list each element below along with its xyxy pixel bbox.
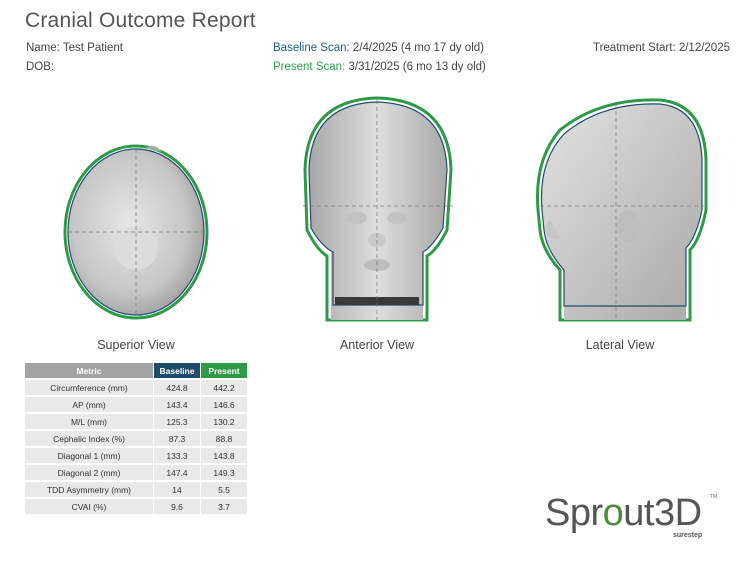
baseline-column-header: Baseline xyxy=(154,363,200,378)
logo-wordmark: Sprout3D xyxy=(545,492,702,535)
present-cell: 3.7 xyxy=(201,499,247,514)
baseline-cell: 87.3 xyxy=(154,431,200,446)
baseline-cell: 143.4 xyxy=(154,397,200,412)
table-row: Diagonal 2 (mm) 147.4 149.3 xyxy=(25,465,247,480)
baseline-cell: 125.3 xyxy=(154,414,200,429)
baseline-cell: 133.3 xyxy=(154,448,200,463)
logo-subtitle: surestep xyxy=(673,532,703,539)
anterior-view-image xyxy=(277,90,477,330)
lateral-view-image xyxy=(520,90,720,330)
baseline-scan-label: Baseline Scan: xyxy=(273,42,350,54)
metric-cell: M/L (mm) xyxy=(25,414,153,429)
present-cell: 88.8 xyxy=(201,431,247,446)
logo-sprout-letter: o xyxy=(602,492,624,534)
metric-cell: Circumference (mm) xyxy=(25,380,153,395)
dob-label: DOB: xyxy=(26,61,55,73)
table-row: AP (mm) 143.4 146.6 xyxy=(25,397,247,412)
metric-cell: TDD Asymmetry (mm) xyxy=(25,482,153,497)
metric-cell: AP (mm) xyxy=(25,397,153,412)
metric-column-header: Metric xyxy=(25,363,153,378)
baseline-scan-value: 2/4/2025 (4 mo 17 dy old) xyxy=(352,42,484,54)
table-row: M/L (mm) 125.3 130.2 xyxy=(25,414,247,429)
metric-cell: Diagonal 2 (mm) xyxy=(25,465,153,480)
logo-trademark: TM xyxy=(710,494,718,500)
present-column-header: Present xyxy=(201,363,247,378)
lateral-view-label: Lateral View xyxy=(585,338,655,352)
metrics-table: Metric Baseline Present Circumference (m… xyxy=(24,361,248,516)
present-cell: 442.2 xyxy=(201,380,247,395)
table-row: Cephalic Index (%) 87.3 88.8 xyxy=(25,431,247,446)
metric-cell: CVAI (%) xyxy=(25,499,153,514)
patient-name: Name: Test Patient xyxy=(26,42,123,54)
present-cell: 5.5 xyxy=(201,482,247,497)
report-title: Cranial Outcome Report xyxy=(25,9,256,32)
anterior-view-label: Anterior View xyxy=(339,338,415,352)
metric-cell: Cephalic Index (%) xyxy=(25,431,153,446)
baseline-cell: 424.8 xyxy=(154,380,200,395)
present-cell: 146.6 xyxy=(201,397,247,412)
superior-view-image xyxy=(36,90,236,330)
table-row: Circumference (mm) 424.8 442.2 xyxy=(25,380,247,395)
table-row: TDD Asymmetry (mm) 14 5.5 xyxy=(25,482,247,497)
present-cell: 143.8 xyxy=(201,448,247,463)
logo-part3: ut3D xyxy=(623,492,702,534)
baseline-cell: 14 xyxy=(154,482,200,497)
treatment-start: Treatment Start: 2/12/2025 xyxy=(592,42,730,54)
present-scan-value: 3/31/2025 (6 mo 13 dy old) xyxy=(348,61,486,73)
present-scan-label: Present Scan: xyxy=(273,61,346,73)
baseline-scan-info: Baseline Scan: 2/4/2025 (4 mo 17 dy old) xyxy=(273,42,484,54)
metrics-header-row: Metric Baseline Present xyxy=(25,363,247,378)
baseline-cell: 9.6 xyxy=(154,499,200,514)
superior-view-label: Superior View xyxy=(97,338,175,352)
table-row: Diagonal 1 (mm) 133.3 143.8 xyxy=(25,448,247,463)
present-cell: 130.2 xyxy=(201,414,247,429)
present-cell: 149.3 xyxy=(201,465,247,480)
present-scan-info: Present Scan: 3/31/2025 (6 mo 13 dy old) xyxy=(273,61,486,73)
logo-part1: Spr xyxy=(545,492,603,534)
sprout3d-logo: Sprout3D TM surestep xyxy=(545,492,720,542)
baseline-cell: 147.4 xyxy=(154,465,200,480)
metric-cell: Diagonal 1 (mm) xyxy=(25,448,153,463)
table-row: CVAI (%) 9.6 3.7 xyxy=(25,499,247,514)
